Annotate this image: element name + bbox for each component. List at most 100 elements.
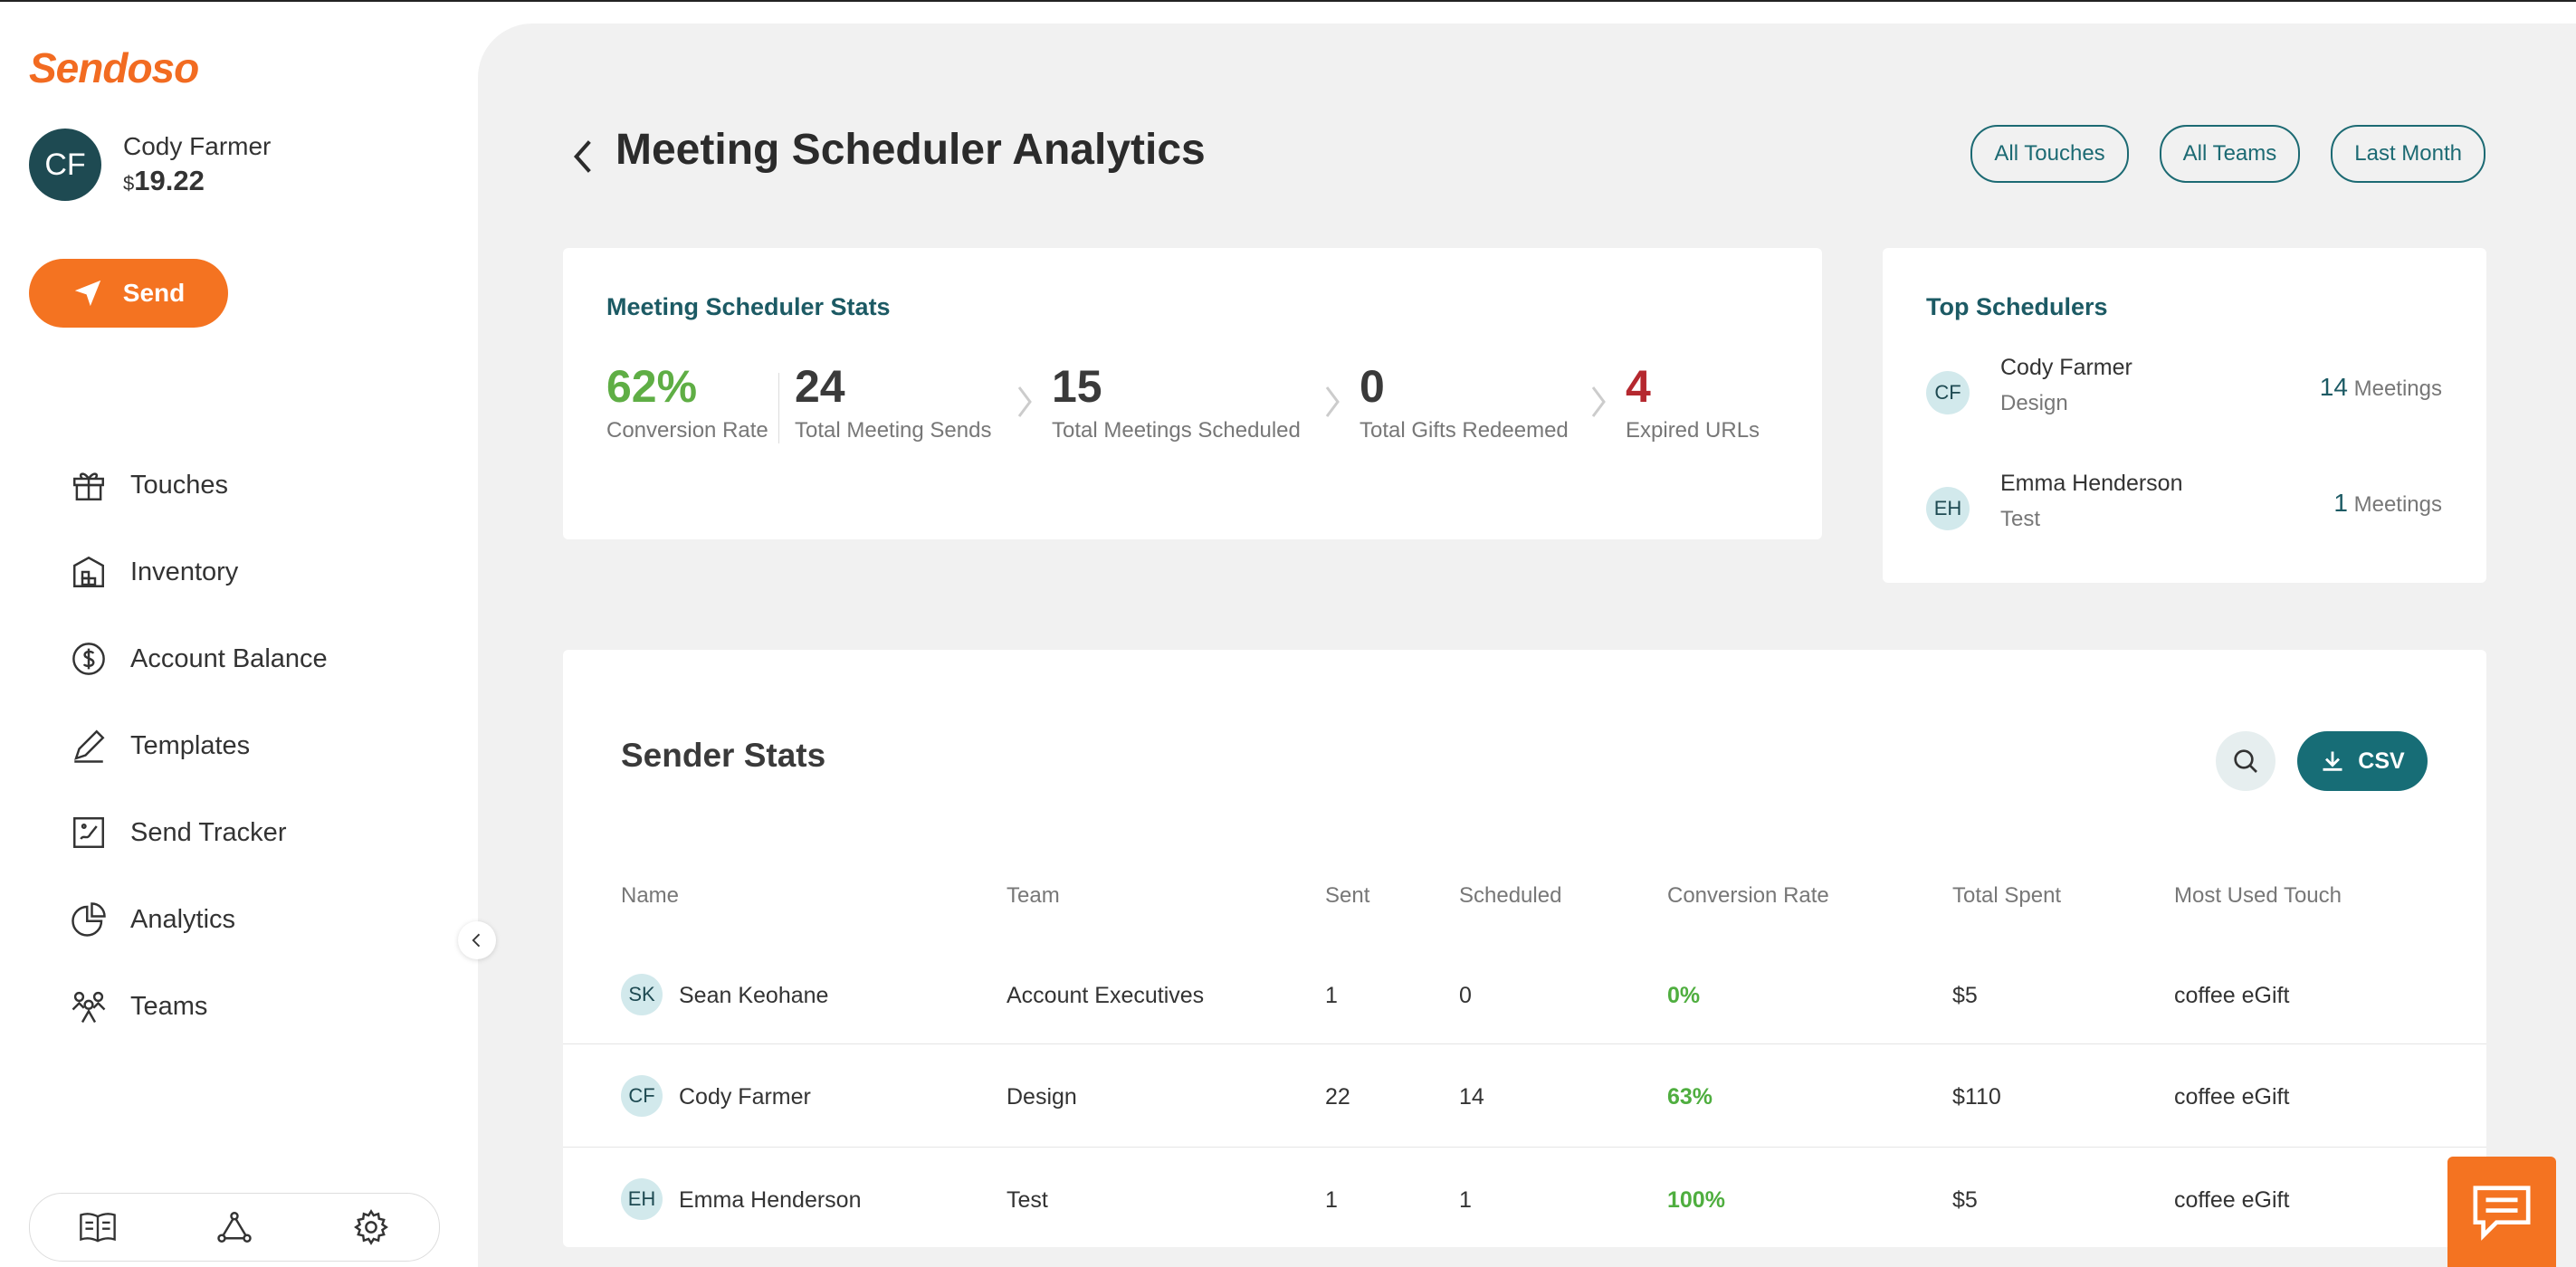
stat-expired-urls: 4 Expired URLs	[1626, 360, 1760, 443]
back-button[interactable]	[565, 134, 601, 179]
send-arrow-icon	[74, 280, 100, 307]
sidebar-item-teams[interactable]: Teams	[69, 963, 328, 1050]
scheduler-team: Test	[2000, 507, 2041, 531]
column-header-scheduled[interactable]: Scheduled	[1459, 883, 1562, 908]
sidebar-item-label: Teams	[130, 991, 208, 1021]
date-range-filter[interactable]: Last Month	[2331, 125, 2485, 183]
csv-button-label: CSV	[2358, 748, 2405, 774]
download-icon	[2323, 751, 2342, 771]
stat-label: Total Meeting Sends	[795, 418, 992, 443]
stat-value: 15	[1052, 361, 1102, 412]
sender-stats-card: Sender Stats CSV Name Team Sent Schedule…	[563, 650, 2486, 1247]
book-icon[interactable]	[78, 1207, 118, 1247]
avatar: CF	[621, 1075, 663, 1117]
meetings-count-value: 1	[2333, 489, 2348, 517]
stat-total-meeting-sends: 24 Total Meeting Sends	[795, 360, 991, 443]
sendoso-logo[interactable]: Sendoso	[29, 44, 199, 91]
sidebar-item-inventory[interactable]: Inventory	[69, 529, 328, 615]
collapse-sidebar-button[interactable]	[458, 921, 496, 959]
sidebar-item-label: Send Tracker	[130, 817, 287, 847]
column-header-conversion-rate[interactable]: Conversion Rate	[1667, 883, 1829, 908]
window-top-border	[0, 0, 2576, 2]
cell-name: Emma Henderson	[679, 1187, 862, 1213]
scheduler-name: Emma Henderson	[2000, 471, 2183, 496]
column-header-team[interactable]: Team	[1007, 883, 1060, 908]
cell-most-used-touch: coffee eGift	[2174, 983, 2290, 1008]
cell-scheduled: 1	[1459, 1187, 1472, 1213]
meetings-count: 1 Meetings	[2333, 489, 2442, 518]
search-button[interactable]	[2216, 731, 2275, 791]
tracker-icon	[69, 813, 109, 853]
csv-download-button[interactable]: CSV	[2297, 731, 2428, 791]
meetings-word: Meetings	[2353, 492, 2442, 517]
column-header-total-spent[interactable]: Total Spent	[1952, 883, 2062, 908]
column-header-sent[interactable]: Sent	[1325, 883, 1370, 908]
card-title: Top Schedulers	[1926, 293, 2108, 320]
cell-total-spent: $5	[1952, 983, 1978, 1008]
gear-icon[interactable]	[351, 1207, 391, 1247]
touches-filter[interactable]: All Touches	[1970, 125, 2129, 183]
top-schedulers-card: Top Schedulers CF Cody Farmer Design 14 …	[1883, 248, 2486, 583]
table-row[interactable]: CF Cody Farmer Design 22 14 63% $110 cof…	[563, 1043, 2486, 1148]
sidebar-item-label: Templates	[130, 730, 251, 760]
sidebar-item-analytics[interactable]: Analytics	[69, 876, 328, 963]
stat-value: 24	[795, 361, 845, 412]
filter-bar: All Touches All Teams Last Month	[1970, 125, 2485, 183]
cell-sent: 1	[1325, 1187, 1338, 1213]
chevron-left-icon	[573, 140, 591, 173]
column-header-name[interactable]: Name	[621, 883, 680, 908]
meetings-word: Meetings	[2353, 376, 2442, 401]
stat-label: Conversion Rate	[606, 418, 768, 443]
sidebar-item-label: Account Balance	[130, 643, 328, 673]
sidebar-item-account-balance[interactable]: Account Balance	[69, 615, 328, 702]
user-balance: $19.22	[123, 165, 271, 197]
meetings-count: 14 Meetings	[2320, 373, 2442, 402]
stat-value: 0	[1360, 361, 1385, 412]
avatar: CF	[29, 129, 101, 201]
sidebar-item-label: Touches	[130, 470, 229, 500]
scheduler-row: EH Emma Henderson Test 1 Meetings	[1926, 471, 2442, 543]
avatar: EH	[621, 1178, 663, 1220]
send-button-label: Send	[122, 279, 186, 307]
stat-label: Total Meetings Scheduled	[1052, 418, 1301, 443]
pie-chart-icon	[69, 900, 109, 939]
cell-team: Test	[1007, 1187, 1048, 1213]
cell-sent: 22	[1325, 1084, 1350, 1110]
table-row[interactable]: EH Emma Henderson Test 1 1 100% $5 coffe…	[563, 1147, 2486, 1251]
cell-most-used-touch: coffee eGift	[2174, 1187, 2290, 1213]
stat-total-meetings-scheduled: 15 Total Meetings Scheduled	[1052, 360, 1301, 443]
chevron-right-icon	[1017, 386, 1032, 417]
chevron-left-icon	[472, 933, 481, 948]
pen-icon	[69, 726, 109, 766]
column-header-most-used-touch[interactable]: Most Used Touch	[2174, 883, 2342, 908]
sidebar-item-templates[interactable]: Templates	[69, 702, 328, 789]
sidebar-item-label: Inventory	[130, 557, 239, 586]
send-button[interactable]: Send	[29, 259, 228, 328]
chat-support-button[interactable]	[2447, 1157, 2556, 1267]
scheduler-row: CF Cody Farmer Design 14 Meetings	[1926, 355, 2442, 427]
sidebar-item-send-tracker[interactable]: Send Tracker	[69, 789, 328, 876]
dollar-icon	[69, 639, 109, 679]
stat-label: Total Gifts Redeemed	[1360, 418, 1569, 443]
cell-scheduled: 0	[1459, 983, 1472, 1008]
cell-total-spent: $110	[1952, 1084, 2001, 1110]
stat-conversion-rate: 62% Conversion Rate	[606, 360, 768, 443]
balance-value: 19.22	[134, 165, 205, 196]
chevron-right-icon	[1591, 386, 1606, 417]
currency-symbol: $	[123, 172, 135, 195]
cell-conversion-rate: 63%	[1667, 1084, 1713, 1110]
page-title: Meeting Scheduler Analytics	[615, 126, 1206, 174]
stat-value: 4	[1626, 361, 1651, 412]
scheduler-name: Cody Farmer	[2000, 355, 2132, 380]
gift-icon	[69, 465, 109, 505]
sidebar-bottom-toolbar	[29, 1193, 440, 1262]
warehouse-icon	[69, 552, 109, 592]
cell-team: Account Executives	[1007, 983, 1205, 1008]
network-icon[interactable]	[215, 1207, 254, 1247]
table-row[interactable]: SK Sean Keohane Account Executives 1 0 0…	[563, 943, 2486, 1046]
user-profile[interactable]: CF Cody Farmer $19.22	[29, 129, 271, 201]
sidebar-item-touches[interactable]: Touches	[69, 442, 328, 529]
cell-team: Design	[1007, 1084, 1077, 1110]
team-icon	[69, 986, 109, 1026]
teams-filter[interactable]: All Teams	[2159, 125, 2301, 183]
